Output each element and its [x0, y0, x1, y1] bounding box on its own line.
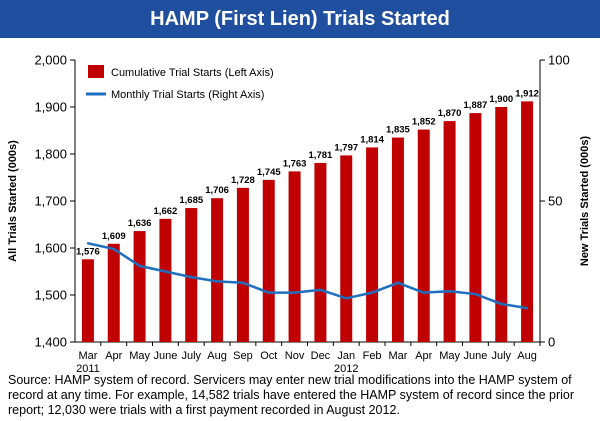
chart-title: HAMP (First Lien) Trials Started [150, 7, 450, 30]
bar [288, 171, 301, 342]
bar-data-label: 1,609 [102, 231, 126, 242]
footnote: Source: HAMP system of record. Servicers… [8, 373, 575, 417]
bar [159, 218, 172, 342]
left-tick-label: 1,700 [34, 194, 67, 209]
x-tick-label: June [153, 350, 177, 362]
x-tick-label: Apr [415, 350, 432, 362]
bar-data-label: 1,576 [76, 246, 100, 257]
bar-data-label: 1,912 [515, 88, 539, 99]
left-tick-label: 2,000 [34, 53, 67, 68]
bar [185, 208, 198, 342]
monthly-line-point [500, 302, 503, 306]
bar-data-label: 1,887 [464, 100, 488, 111]
left-tick-label: 1,500 [34, 288, 67, 303]
x-tick-label: Sep [233, 350, 253, 362]
right-tick-label: 50 [548, 194, 562, 209]
legend-label-cumulative: Cumulative Trial Starts (Left Axis) [111, 67, 274, 79]
bar-data-label: 1,835 [386, 125, 410, 136]
monthly-line-point [422, 291, 425, 294]
x-tick-label: Nov [285, 350, 305, 362]
monthly-line-point [345, 297, 348, 300]
monthly-line-point [319, 288, 322, 292]
bar [366, 147, 379, 342]
monthly-line-point [241, 281, 245, 284]
bar [81, 259, 94, 342]
bar [236, 187, 249, 342]
bar [443, 121, 456, 342]
monthly-line-point [396, 281, 400, 284]
right-tick-label: 100 [548, 53, 570, 68]
left-tick-label: 1,600 [34, 241, 67, 256]
x-tick-label: Dec [311, 350, 331, 362]
bar [391, 137, 404, 342]
bar-data-label: 1,797 [334, 142, 358, 153]
x-tick-label: May [129, 350, 150, 362]
monthly-line-point [138, 264, 141, 268]
x-tick-label: June [463, 350, 487, 362]
left-tick-label: 1,800 [34, 147, 67, 162]
monthly-line-point [370, 291, 374, 294]
bar [417, 129, 430, 342]
bar [133, 231, 146, 342]
bar-data-label: 1,636 [128, 218, 152, 229]
x-year-label: 2011 [76, 363, 100, 373]
bar [340, 155, 353, 342]
monthly-line-point [215, 280, 219, 283]
bar-data-label: 1,745 [257, 167, 281, 178]
bar-data-label: 1,728 [231, 175, 255, 186]
bar [495, 107, 508, 342]
left-tick-label: 1,400 [34, 335, 67, 350]
bar-data-label: 1,706 [205, 185, 229, 196]
monthly-line-point [190, 275, 193, 279]
bar-data-label: 1,814 [360, 134, 384, 145]
bar-data-label: 1,870 [438, 108, 462, 119]
bar-data-label: 1,662 [154, 206, 178, 217]
x-tick-label: July [491, 350, 511, 362]
right-tick-label: 0 [548, 335, 555, 350]
bar [469, 113, 482, 342]
monthly-line-point [293, 291, 296, 294]
x-tick-label: Feb [363, 350, 382, 362]
monthly-line-point [112, 247, 115, 251]
bar [314, 162, 327, 342]
bar-data-label: 1,900 [489, 94, 513, 105]
left-tick-label: 1,900 [34, 100, 67, 115]
left-axis-title: All Trials Started (000s) [7, 140, 19, 262]
monthly-line [87, 242, 528, 310]
x-year-label: 2012 [334, 363, 358, 373]
bar [521, 101, 534, 342]
x-tick-label: Apr [105, 350, 122, 362]
bar-data-label: 1,685 [179, 195, 203, 206]
x-tick-label: July [181, 350, 201, 362]
x-tick-label: Aug [517, 350, 537, 362]
legend-label-monthly: Monthly Trial Starts (Right Axis) [111, 89, 264, 101]
monthly-line-point [267, 291, 270, 294]
bar-data-label: 1,763 [283, 158, 307, 169]
bar [262, 179, 275, 342]
x-tick-label: Jan [337, 350, 355, 362]
x-tick-label: Mar [388, 350, 407, 362]
legend-swatch-cumulative [88, 65, 104, 78]
monthly-line-point [86, 242, 90, 245]
monthly-line-point [525, 306, 529, 310]
combo-chart: Cumulative Trial Starts (Left Axis) Mont… [7, 53, 591, 374]
monthly-line-point [474, 292, 477, 296]
bar-data-label: 1,781 [309, 150, 333, 161]
right-axis-title: New Trials Started (000s) [579, 136, 591, 267]
monthly-line-point [448, 290, 451, 293]
monthly-line-point [164, 270, 167, 273]
x-tick-label: Oct [260, 350, 277, 362]
bar-data-label: 1,852 [412, 117, 436, 128]
x-tick-label: Mar [78, 350, 97, 362]
bar [211, 198, 224, 342]
x-tick-label: Aug [207, 350, 227, 362]
x-tick-label: May [439, 350, 460, 362]
bar [107, 243, 120, 342]
title-banner: HAMP (First Lien) Trials Started [0, 0, 600, 38]
legend: Cumulative Trial Starts (Left Axis) Mont… [86, 65, 274, 101]
